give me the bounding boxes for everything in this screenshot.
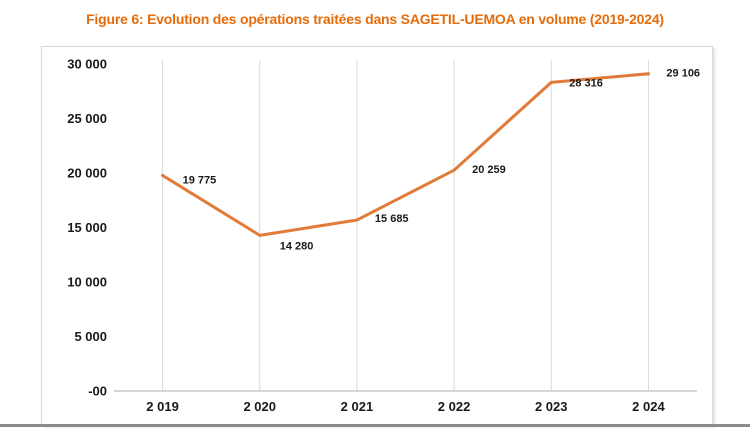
y-tick-label-4: 20 000	[67, 166, 107, 181]
series-line	[161, 72, 650, 237]
y-tick-label-2: 10 000	[67, 275, 107, 290]
x-tick-label-4: 2 023	[535, 399, 568, 414]
y-tick-label-0: -00	[88, 384, 107, 399]
data-point-1	[258, 233, 262, 237]
data-label-1: 14 280	[280, 240, 314, 252]
data-point-0	[161, 173, 165, 177]
y-tick-label-3: 15 000	[67, 220, 107, 235]
data-point-3	[452, 168, 456, 172]
y-tick-label-6: 30 000	[67, 57, 107, 72]
chart-area	[41, 46, 713, 425]
data-point-2	[355, 218, 359, 222]
y-tick-label-1: 5 000	[74, 329, 107, 344]
data-point-4	[549, 80, 553, 84]
data-label-3: 20 259	[472, 164, 506, 176]
data-label-2: 15 685	[375, 213, 409, 225]
data-label-5: 29 106	[666, 68, 700, 80]
x-tick-label-1: 2 020	[243, 399, 276, 414]
x-tick-label-3: 2 022	[438, 399, 471, 414]
figure-title: Figure 6: Evolution des opérations trait…	[86, 11, 664, 27]
x-tick-label-2: 2 021	[341, 399, 374, 414]
data-point-5	[646, 72, 650, 76]
data-label-0: 19 775	[183, 174, 217, 186]
data-label-4: 28 316	[569, 77, 603, 89]
x-tick-label-0: 2 019	[146, 399, 179, 414]
x-tick-label-5: 2 024	[632, 399, 665, 414]
page-divider	[0, 424, 750, 427]
y-tick-label-5: 25 000	[67, 111, 107, 126]
